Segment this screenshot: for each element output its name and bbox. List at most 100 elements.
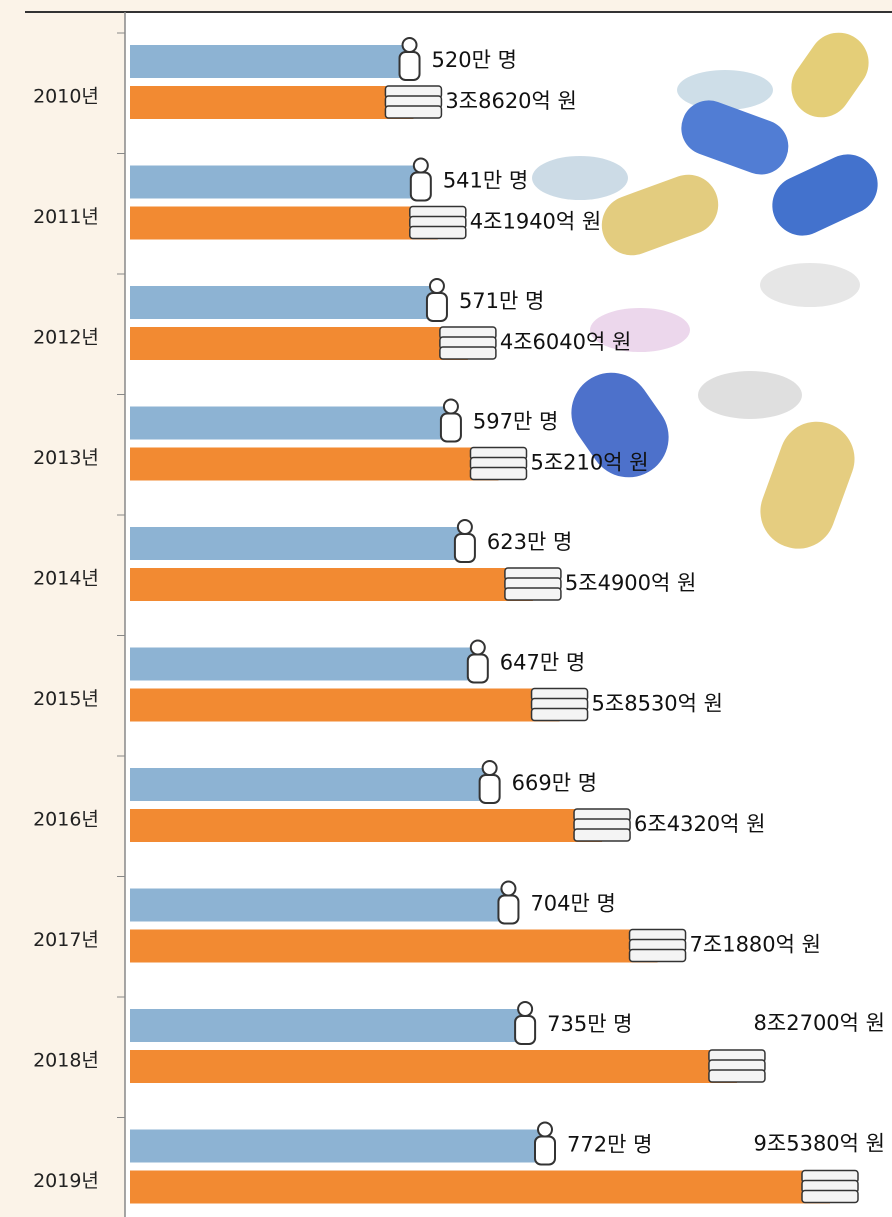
bar — [130, 1050, 737, 1083]
y-tick-label: 2019년 — [33, 1170, 99, 1192]
value-label: 6조4320억 원 — [634, 812, 765, 836]
person-head — [538, 1123, 552, 1137]
money-icon — [709, 1050, 765, 1082]
bar — [130, 889, 508, 922]
bar — [130, 407, 451, 440]
bar — [130, 286, 437, 319]
bar — [130, 207, 438, 240]
person-icon — [468, 641, 488, 683]
person-head — [430, 279, 444, 293]
money-icon — [532, 689, 588, 721]
bar — [130, 1130, 545, 1163]
value-label: 541만 명 — [443, 169, 528, 193]
person-body — [515, 1016, 535, 1044]
person-body — [480, 775, 500, 803]
money-stack — [709, 1070, 765, 1082]
person-icon — [411, 159, 431, 201]
person-body — [455, 534, 475, 562]
person-body — [400, 52, 420, 80]
person-icon — [515, 1002, 535, 1044]
money-icon — [385, 86, 441, 118]
value-label: 9조5380억 원 — [754, 1132, 885, 1156]
money-stack — [410, 227, 466, 239]
money-icon — [470, 448, 526, 480]
value-label: 704만 명 — [530, 892, 615, 916]
bar — [130, 689, 560, 722]
person-head — [518, 1002, 532, 1016]
person-icon — [535, 1123, 555, 1165]
y-tick-label: 2014년 — [33, 568, 99, 590]
person-icon — [400, 38, 420, 80]
person-head — [403, 38, 417, 52]
money-stack — [440, 347, 496, 359]
bar — [130, 448, 498, 481]
money-stack — [630, 950, 686, 962]
money-icon — [802, 1171, 858, 1203]
bar — [130, 568, 533, 601]
value-label: 4조6040억 원 — [500, 330, 631, 354]
person-icon — [441, 400, 461, 442]
money-icon — [410, 207, 466, 239]
bar — [130, 768, 490, 801]
y-tick-label: 2016년 — [33, 809, 99, 831]
value-label: 647만 명 — [500, 651, 585, 675]
money-stack — [505, 588, 561, 600]
person-body — [411, 173, 431, 201]
y-tick-label: 2011년 — [33, 206, 99, 228]
bar — [130, 86, 413, 119]
person-body — [427, 293, 447, 321]
value-label: 8조2700억 원 — [754, 1011, 885, 1035]
value-label: 571만 명 — [459, 289, 544, 313]
value-label: 5조4900억 원 — [565, 571, 696, 595]
money-stack — [470, 468, 526, 480]
money-icon — [505, 568, 561, 600]
y-tick-label: 2018년 — [33, 1050, 99, 1072]
money-stack — [574, 829, 630, 841]
value-label: 5조210억 원 — [530, 451, 648, 475]
person-icon — [427, 279, 447, 321]
money-icon — [440, 327, 496, 359]
person-icon — [455, 520, 475, 562]
person-body — [468, 655, 488, 683]
y-tick-label: 2012년 — [33, 327, 99, 349]
bar — [130, 166, 421, 199]
value-label: 7조1880억 원 — [690, 933, 821, 957]
money-icon — [574, 809, 630, 841]
bar — [130, 327, 468, 360]
chart: 2010년 520만 명 3조8620억 원 2011년 541만 명 4조1940억 원… — [0, 0, 892, 1217]
bar — [130, 1171, 830, 1204]
value-label: 520만 명 — [432, 48, 517, 72]
value-label: 3조8620억 원 — [445, 89, 576, 113]
bar — [130, 527, 465, 560]
value-label: 597만 명 — [473, 410, 558, 434]
value-label: 4조1940억 원 — [470, 210, 601, 234]
y-tick-label: 2015년 — [33, 688, 99, 710]
person-head — [444, 400, 458, 414]
money-stack — [802, 1191, 858, 1203]
bar — [130, 930, 658, 963]
person-icon — [498, 882, 518, 924]
value-label: 669만 명 — [512, 771, 597, 795]
bar — [130, 809, 602, 842]
person-head — [414, 159, 428, 173]
value-label: 735만 명 — [547, 1012, 632, 1036]
bar — [130, 45, 410, 78]
money-stack — [385, 106, 441, 118]
bar — [130, 1009, 525, 1042]
y-tick-label: 2010년 — [33, 86, 99, 108]
value-label: 5조8530억 원 — [592, 692, 723, 716]
person-body — [498, 896, 518, 924]
person-head — [501, 882, 515, 896]
person-body — [535, 1137, 555, 1165]
person-icon — [480, 761, 500, 803]
person-head — [471, 641, 485, 655]
value-label: 772만 명 — [567, 1133, 652, 1157]
y-tick-label: 2017년 — [33, 929, 99, 951]
y-tick-label: 2013년 — [33, 447, 99, 469]
money-stack — [532, 709, 588, 721]
person-head — [483, 761, 497, 775]
money-icon — [630, 930, 686, 962]
person-body — [441, 414, 461, 442]
bar — [130, 648, 478, 681]
value-label: 623만 명 — [487, 530, 572, 554]
